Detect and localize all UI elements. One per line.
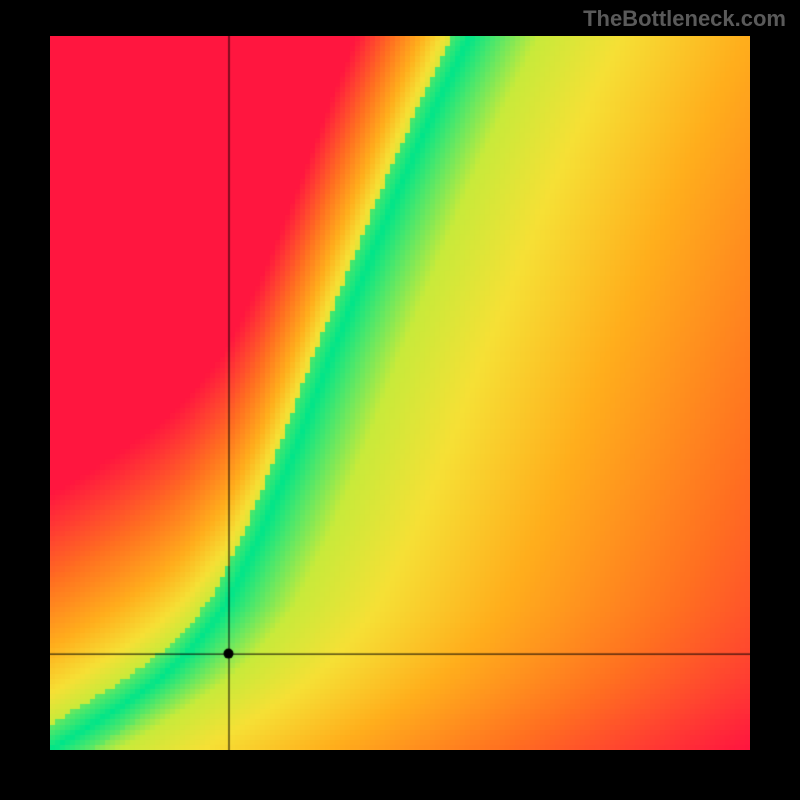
- heatmap-plot: [50, 36, 750, 750]
- crosshair-overlay: [50, 36, 750, 750]
- watermark-text: TheBottleneck.com: [583, 6, 786, 32]
